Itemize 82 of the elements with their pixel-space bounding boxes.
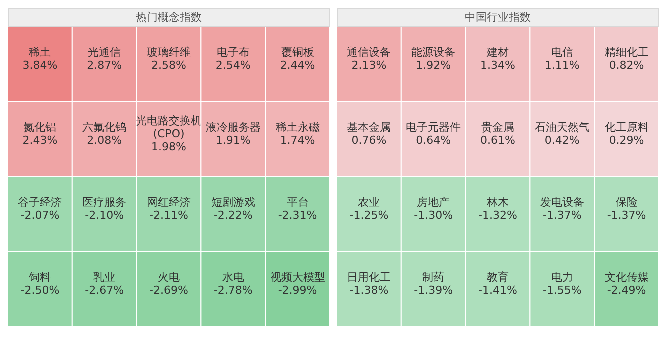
category-label: 稀土永磁 — [276, 121, 320, 134]
category-label: 谷子经济 — [18, 196, 62, 209]
data-label: -1.37% — [607, 209, 646, 222]
category-label: 农业 — [358, 196, 380, 209]
data-label: -1.39% — [414, 284, 454, 297]
category-label: 化工原料 — [604, 121, 649, 134]
category-label: 氮化铝 — [24, 121, 57, 134]
data-label: 0.76% — [352, 134, 387, 147]
data-label: 1.74% — [280, 134, 316, 147]
data-label: -1.25% — [350, 209, 389, 222]
category-label: 保险 — [616, 196, 638, 209]
data-label: 2.43% — [22, 134, 58, 147]
data-label: -2.69% — [150, 284, 188, 297]
category-label: 贵金属 — [482, 121, 514, 134]
category-label: 基本金属 — [347, 121, 392, 134]
data-label: 3.84% — [22, 59, 58, 72]
category-label: 光通信 — [88, 46, 122, 59]
data-label: 0.61% — [480, 134, 516, 147]
category-label: 液冷服务器 — [206, 121, 261, 134]
data-label: 0.82% — [609, 59, 644, 72]
data-label: 0.64% — [416, 134, 452, 147]
text: 中国行业指数 — [337, 8, 659, 27]
category-label: 电力 — [551, 271, 574, 284]
category-label: 水电 — [222, 271, 244, 284]
data-label: 2.44% — [280, 59, 316, 72]
data-label: -2.50% — [20, 284, 60, 297]
category-label: 光电路交换机(CPO) — [136, 114, 202, 140]
data-label: 1.11% — [544, 59, 580, 72]
data-label: -1.55% — [542, 284, 582, 297]
data-label: 2.13% — [352, 59, 387, 72]
text: 热门概念指数 — [8, 8, 330, 27]
data-label: 1.91% — [216, 134, 251, 147]
data-label: -2.22% — [214, 209, 253, 222]
category-label: 日用化工 — [347, 271, 392, 284]
category-label: 乳业 — [94, 271, 116, 284]
data-label: -1.41% — [478, 284, 518, 297]
data-label: -2.10% — [85, 209, 124, 222]
category-label: 火电 — [158, 271, 180, 284]
category-label: 饲料 — [28, 271, 52, 284]
data-label: 1.92% — [416, 59, 452, 72]
category-label: 林木 — [486, 196, 509, 209]
data-label: -1.32% — [478, 209, 518, 222]
data-label: 1.98% — [152, 140, 186, 154]
category-label: 通信设备 — [347, 46, 392, 59]
category-label: 覆铜板 — [281, 46, 314, 59]
category-label: 网红经济 — [147, 196, 191, 209]
category-label: 医疗服务 — [82, 196, 127, 209]
data-label: 0.29% — [609, 134, 644, 147]
data-label: -1.38% — [350, 284, 389, 297]
category-label: 视频大模型 — [270, 271, 326, 284]
data-label: -2.78% — [214, 284, 253, 297]
category-label: 精细化工 — [604, 46, 649, 59]
data-label: -2.99% — [278, 284, 318, 297]
data-label: 2.87% — [87, 59, 122, 72]
category-label: 电信 — [551, 46, 574, 59]
category-label: 玻璃纤维 — [147, 46, 191, 59]
data-label: 2.08% — [87, 134, 122, 147]
data-label: -2.07% — [20, 209, 60, 222]
category-label: 电子布 — [216, 46, 250, 59]
data-label: 2.58% — [152, 59, 186, 72]
category-label: 六氟化钨 — [82, 121, 127, 134]
category-label: 制药 — [422, 271, 445, 284]
category-label: 电子元器件 — [406, 121, 462, 134]
category-label: 石油天然气 — [534, 121, 590, 134]
data-label: -2.49% — [607, 284, 646, 297]
data-label: -2.11% — [150, 209, 188, 222]
category-label: 文化传媒 — [604, 271, 649, 284]
category-label: 教育 — [487, 271, 509, 284]
category-label: 发电设备 — [540, 196, 584, 209]
category-label: 建材 — [486, 46, 509, 59]
data-label: -2.67% — [85, 284, 124, 297]
category-label: 能源设备 — [412, 46, 456, 59]
data-label: 2.54% — [216, 59, 251, 72]
category-label: 短剧游戏 — [211, 196, 256, 209]
data-label: -1.37% — [542, 209, 582, 222]
data-label: 0.42% — [544, 134, 580, 147]
data-label: -2.31% — [278, 209, 318, 222]
category-label: 稀土 — [29, 46, 52, 59]
data-label: 1.34% — [480, 59, 516, 72]
data-label: -1.30% — [414, 209, 454, 222]
category-label: 房地产 — [417, 196, 450, 209]
category-label: 平台 — [286, 196, 309, 209]
